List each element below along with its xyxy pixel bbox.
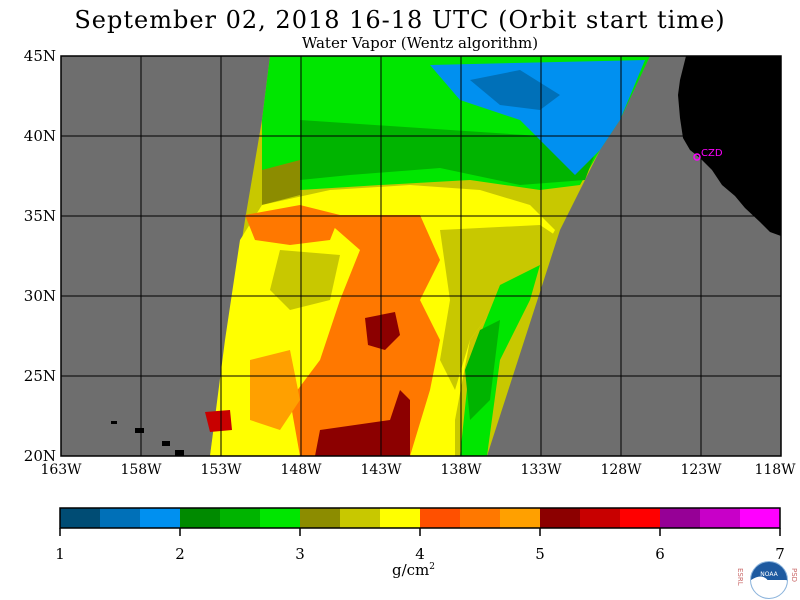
colorbar-swatch [100, 508, 140, 528]
swath-band-orange-west [245, 205, 340, 245]
latitude-label: 40N [23, 127, 56, 145]
longitude-label: 148W [280, 462, 322, 478]
longitude-label: 138W [440, 462, 482, 478]
colorbar-tick-label: 3 [295, 545, 305, 563]
swath-band-olive-east [440, 225, 555, 390]
latitude-label: 20N [23, 447, 56, 465]
moisture-core-south [315, 390, 410, 456]
station-marker-label: CZD [701, 148, 723, 159]
swath-band-olive-north [262, 160, 300, 205]
land-hawaii-1 [111, 421, 117, 424]
colorbar-swatch [220, 508, 260, 528]
swath-band-darkgreen-east [465, 320, 500, 420]
longitude-label: 128W [600, 462, 642, 478]
colorbar-tick-label: 1 [55, 545, 65, 563]
colorbar-swatch [260, 508, 300, 528]
map-subtitle: Water Vapor (Wentz algorithm) [301, 34, 539, 52]
colorbar-swatch [540, 508, 580, 528]
colorbar-swatch [60, 508, 100, 528]
colorbar-swatch [660, 508, 700, 528]
colorbar-swatch [740, 508, 780, 528]
latitude-label: 45N [23, 47, 56, 65]
latitude-label: 25N [23, 367, 56, 385]
map-title: September 02, 2018 16-18 UTC (Orbit star… [74, 6, 726, 34]
latitude-label: 35N [23, 207, 56, 225]
swath-band-darkblue [470, 70, 560, 110]
map-frame [60, 55, 782, 457]
moisture-core-west [205, 410, 232, 432]
colorbar-tick-label: 5 [535, 545, 545, 563]
colorbar [59, 507, 781, 536]
longitude-label: 123W [680, 462, 722, 478]
swath-band-orange-light [250, 350, 300, 430]
longitude-label: 133W [520, 462, 562, 478]
longitude-label: 143W [360, 462, 402, 478]
land-hawaii-3 [162, 441, 170, 446]
longitude-label: 153W [200, 462, 242, 478]
colorbar-tick-label: 7 [775, 545, 785, 563]
longitude-label: 163W [40, 462, 82, 478]
svg-text:PSD: PSD [790, 568, 798, 582]
svg-text:ESRL: ESRL [738, 568, 744, 586]
colorbar-swatch [300, 508, 340, 528]
colorbar-swatch [140, 508, 180, 528]
colorbar-swatch [700, 508, 740, 528]
station-marker [693, 153, 701, 161]
colorbar-tick-label: 2 [175, 545, 185, 563]
swath-band-olive-central [270, 250, 340, 310]
land-hawaii-2 [135, 428, 144, 433]
moisture-core-north [365, 312, 400, 350]
svg-text:NOAA: NOAA [760, 571, 778, 578]
latitude-label: 30N [23, 287, 56, 305]
longitude-label: 158W [120, 462, 162, 478]
colorbar-unit-label: g/cm2 [392, 561, 436, 579]
colorbar-swatch [380, 508, 420, 528]
noaa-esrl-psd-logo: ESRL NOAA PSD [738, 561, 798, 599]
colorbar-tick-label: 4 [415, 545, 425, 563]
longitude-label: 118W [754, 462, 796, 478]
colorbar-swatch [180, 508, 220, 528]
colorbar-swatch [620, 508, 660, 528]
colorbar-swatch [580, 508, 620, 528]
land-north-america [678, 56, 781, 236]
lat-lon-grid [61, 56, 781, 456]
colorbar-tick-label: 6 [655, 545, 665, 563]
colorbar-swatch [500, 508, 540, 528]
colorbar-swatch [460, 508, 500, 528]
land-hawaii-4 [175, 450, 184, 456]
colorbar-swatch [340, 508, 380, 528]
colorbar-swatch [420, 508, 460, 528]
